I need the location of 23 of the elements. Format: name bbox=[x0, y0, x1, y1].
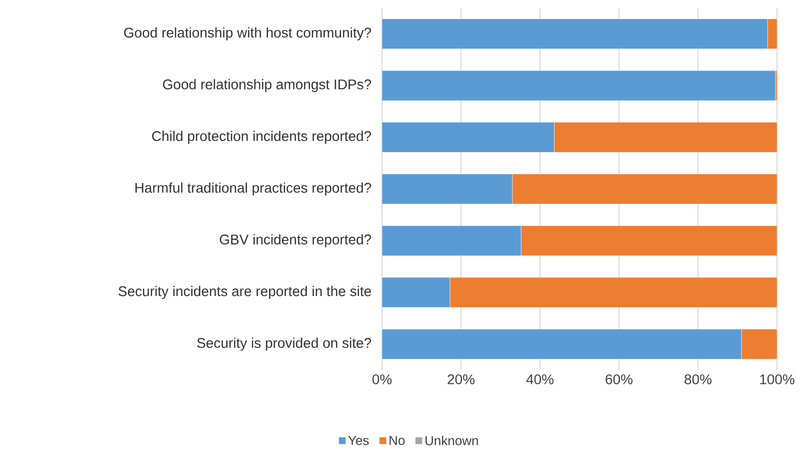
x-tick-label: 40% bbox=[526, 374, 554, 384]
legend-label: Yes bbox=[348, 436, 369, 446]
y-tick-label: Security incidents are reported in the site bbox=[118, 286, 371, 299]
y-tick-label: Child protection incidents reported? bbox=[152, 130, 372, 144]
bar bbox=[382, 70, 776, 101]
legend-label: No bbox=[390, 436, 405, 446]
bar bbox=[382, 174, 512, 204]
bar bbox=[382, 122, 554, 152]
y-tick-label: Good relationship with host community? bbox=[124, 27, 372, 40]
y-tick-label: Security is provided on site? bbox=[197, 338, 372, 351]
bar bbox=[382, 18, 768, 50]
x-tick-label: 100% bbox=[760, 374, 794, 384]
x-tick-label: 20% bbox=[448, 374, 475, 384]
y-tick-label: Harmful traditional practices reported? bbox=[135, 182, 372, 196]
x-tick-label: 80% bbox=[684, 374, 712, 384]
x-tick-label: 60% bbox=[606, 374, 633, 384]
legend-label: Unknown bbox=[426, 436, 478, 446]
x-tick-label: 0% bbox=[372, 374, 392, 384]
bar bbox=[382, 277, 450, 308]
y-tick-label: GBV incidents reported? bbox=[220, 234, 372, 248]
y-tick-label: Good relationship amongst IDPs? bbox=[163, 79, 372, 92]
bar bbox=[382, 329, 742, 360]
bar bbox=[382, 226, 522, 256]
